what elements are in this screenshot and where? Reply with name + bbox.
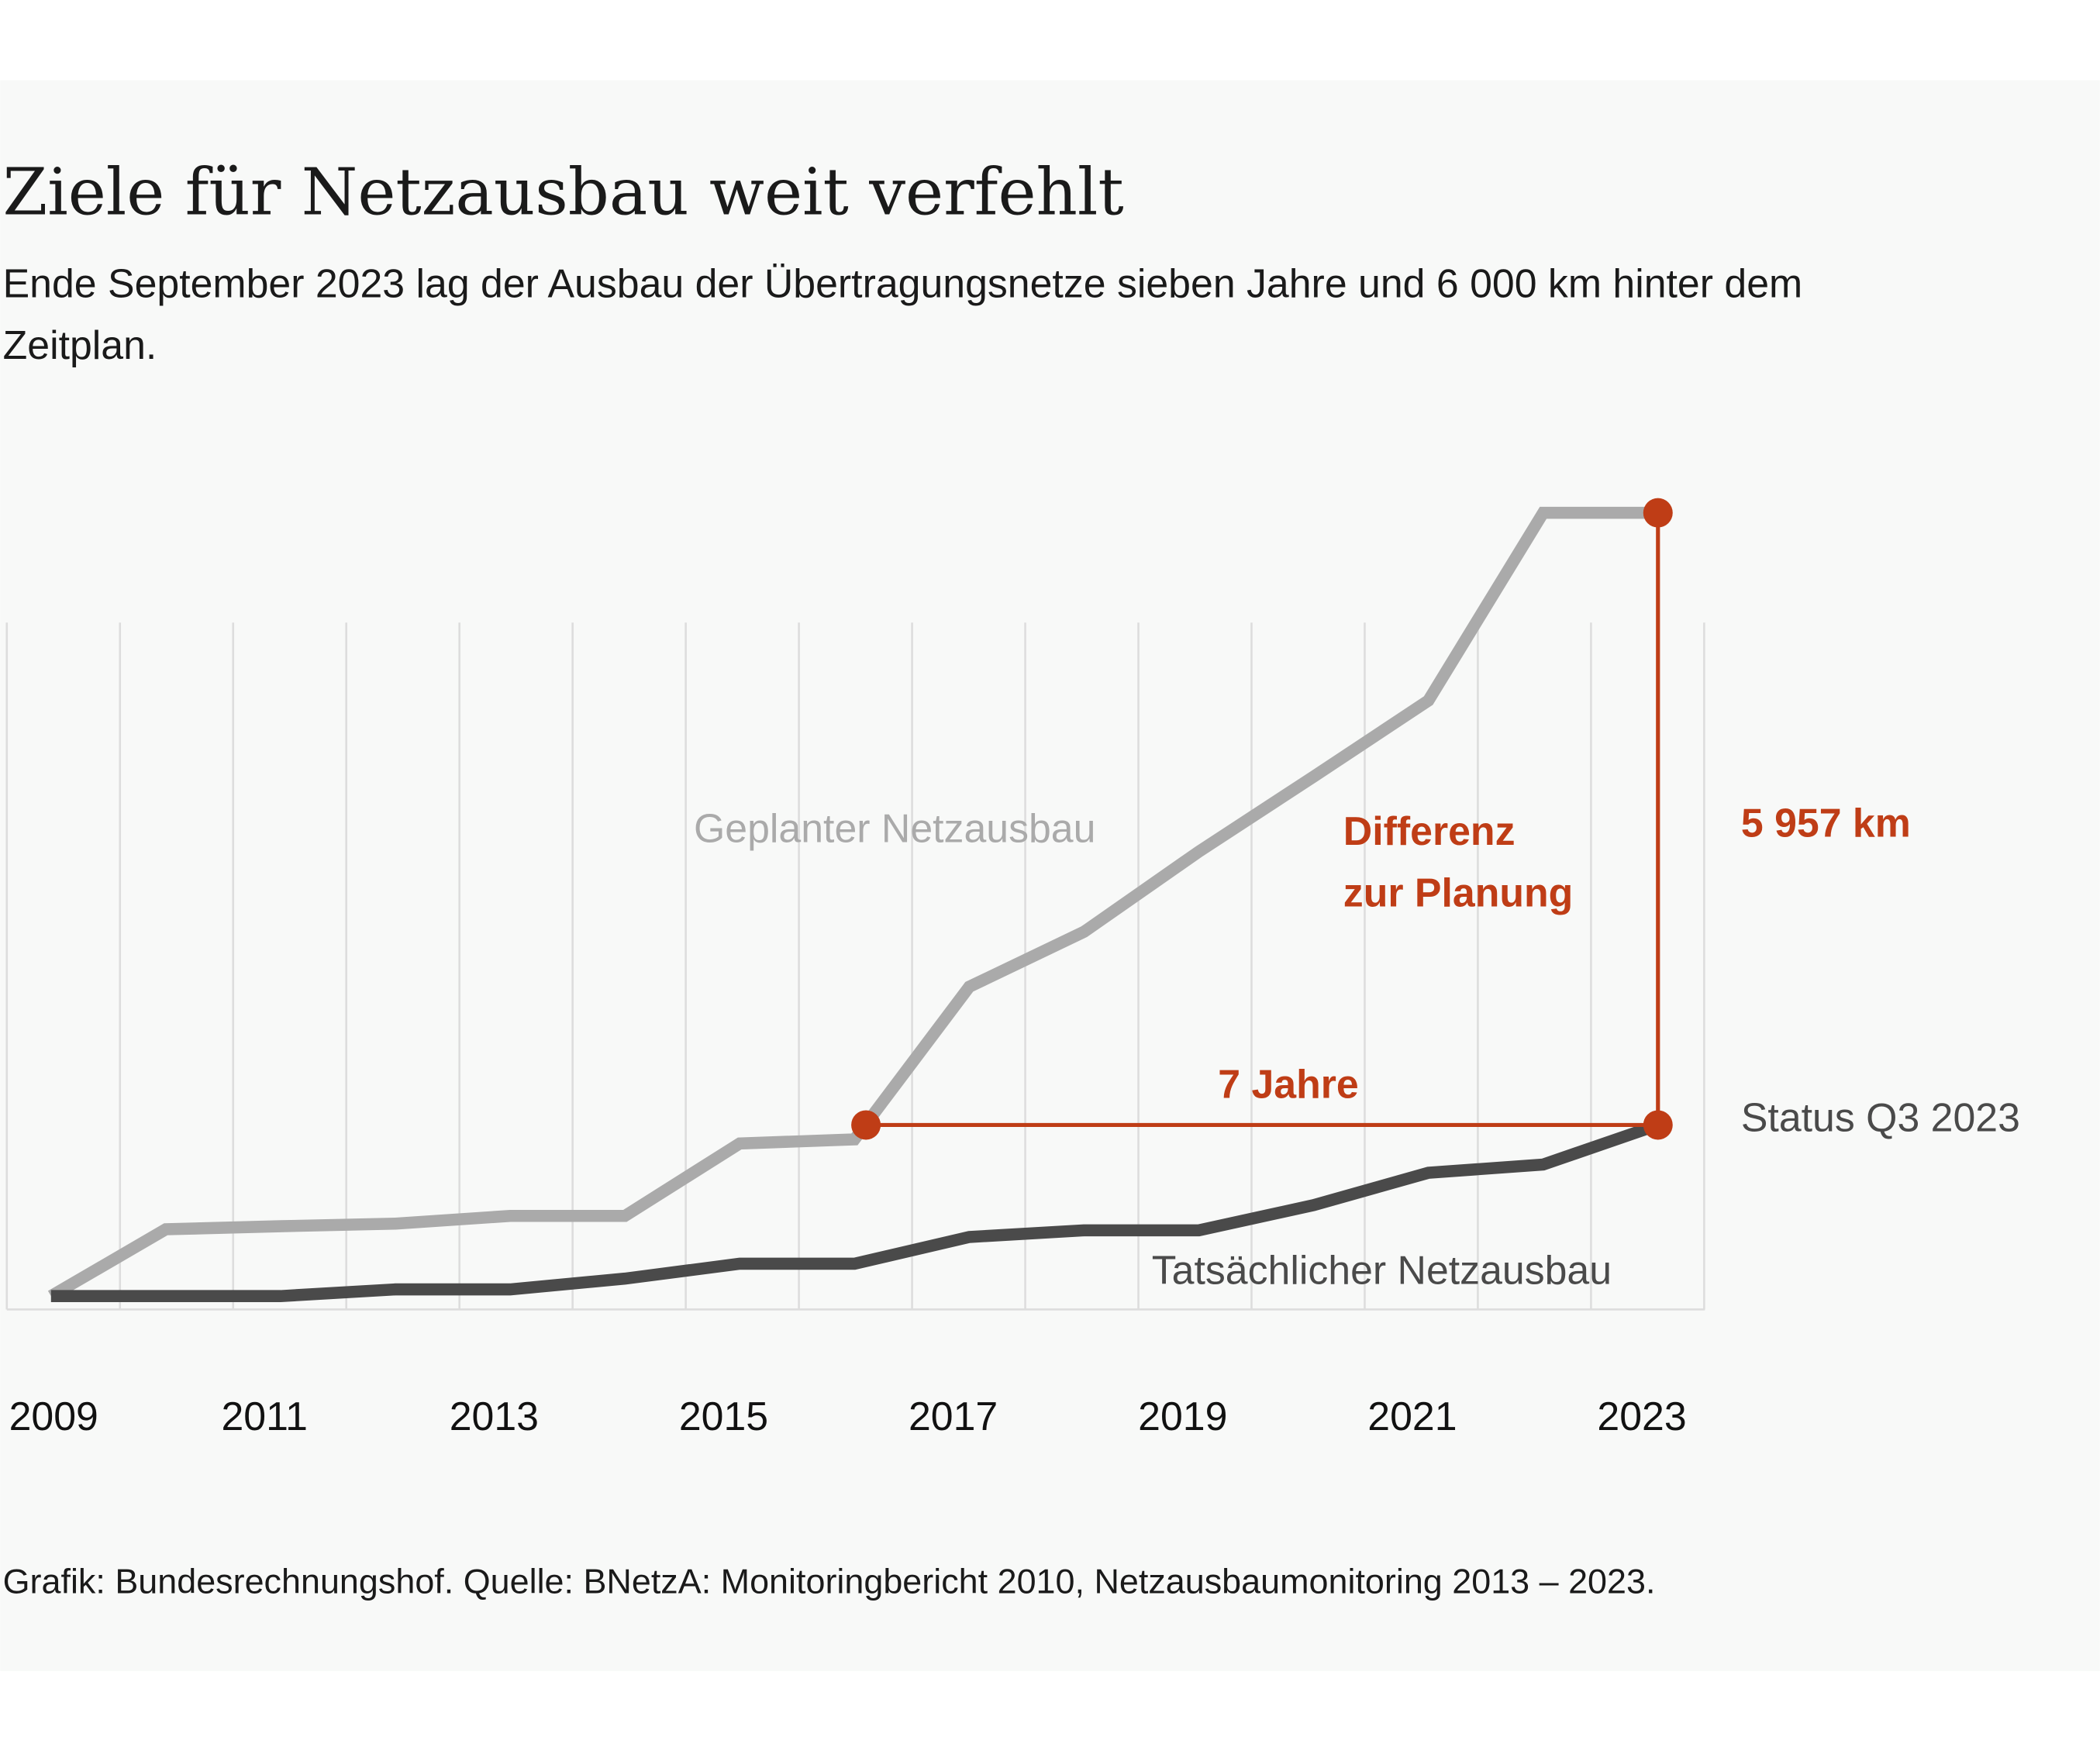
gap-start-marker (851, 1110, 881, 1140)
series-label-actual: Tatsächlicher Netzausbau (1152, 1248, 1612, 1293)
series-line-actual (50, 1119, 1660, 1302)
status-label: Status Q3 2023 (1741, 1095, 2020, 1140)
diff-label-line-1: Differenz (1343, 808, 1516, 853)
x-tick-label: 2009 (9, 1394, 98, 1439)
x-tick-label: 2019 (1138, 1394, 1227, 1439)
gap-km-label: 5 957 km (1741, 801, 1911, 846)
actual-end-marker (1643, 1110, 1673, 1140)
series-line-planned (47, 506, 1658, 1301)
x-tick-label: 2013 (450, 1394, 539, 1439)
x-tick-label: 2021 (1367, 1394, 1457, 1439)
source-note: Grafik: Bundesrechnungshof. Quelle: BNet… (3, 1562, 1656, 1601)
diff-label-line-2: zur Planung (1343, 870, 1573, 915)
x-tick-label: 2023 (1597, 1394, 1686, 1439)
x-tick-label: 2015 (679, 1394, 768, 1439)
chart-panel (0, 80, 2100, 1671)
chart-subtitle-line-1: Ende September 2023 lag der Ausbau der Ü… (3, 261, 1803, 306)
planned-end-marker (1643, 498, 1673, 528)
x-axis-ticks: 2009 2011 2013 2015 2017 2019 2021 2023 (9, 1394, 1687, 1439)
chart-subtitle-line-2: Zeitplan. (3, 322, 157, 367)
series-lines (47, 506, 1660, 1302)
gap-years-label: 7 Jahre (1218, 1062, 1358, 1107)
series-label-planned: Geplanter Netzausbau (694, 806, 1095, 851)
x-tick-label: 2011 (221, 1394, 307, 1439)
annotations: Geplanter Netzausbau Tatsächlicher Netza… (694, 498, 2020, 1293)
x-tick-label: 2017 (909, 1394, 998, 1439)
chart-title: Ziele für Netzausbau weit verfehlt (3, 154, 1124, 229)
